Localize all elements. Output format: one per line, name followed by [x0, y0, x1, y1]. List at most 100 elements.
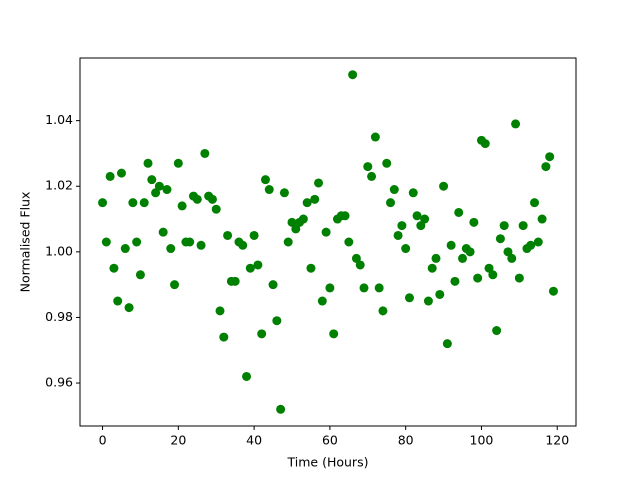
scatter-point — [382, 158, 392, 168]
scatter-point — [207, 194, 217, 204]
scatter-point — [317, 296, 327, 306]
scatter-point — [173, 158, 183, 168]
scatter-point — [272, 316, 282, 326]
scatter-point — [162, 185, 172, 195]
scatter-point — [101, 237, 111, 247]
scatter-point — [499, 221, 509, 231]
scatter-point — [389, 185, 399, 195]
scatter-point — [329, 329, 339, 339]
scatter-point — [257, 329, 267, 339]
scatter-point — [177, 201, 187, 211]
scatter-point — [439, 181, 449, 191]
scatter-point — [158, 227, 168, 237]
scatter-point — [427, 263, 437, 273]
scatter-point — [412, 211, 422, 221]
scatter-point — [113, 296, 123, 306]
scatter-point — [548, 286, 558, 296]
scatter-point — [120, 244, 130, 254]
scatter-point — [98, 198, 108, 208]
scatter-point — [503, 247, 513, 257]
scatter-point — [242, 371, 252, 381]
scatter-point — [446, 240, 456, 250]
scatter-point — [507, 253, 517, 263]
plot-frame — [79, 57, 577, 427]
scatter-point — [431, 253, 441, 263]
scatter-point — [166, 244, 176, 254]
scatter-point — [465, 247, 475, 257]
scatter-point — [537, 214, 547, 224]
x-tick-label: 0 — [99, 433, 107, 448]
scatter-point — [495, 234, 505, 244]
scatter-point — [276, 404, 286, 414]
scatter-point — [404, 293, 414, 303]
scatter-point — [469, 217, 479, 227]
scatter-point — [492, 326, 502, 336]
scatter-point — [473, 273, 483, 283]
x-tick-label: 20 — [170, 433, 186, 448]
scatter-point — [238, 240, 248, 250]
scatter-point — [109, 263, 119, 273]
scatter-point — [530, 198, 540, 208]
scatter-point — [306, 263, 316, 273]
scatter-point — [268, 280, 278, 290]
scatter-point — [124, 303, 134, 313]
scatter-point — [518, 221, 528, 231]
scatter-point — [116, 168, 126, 178]
scatter-point — [310, 194, 320, 204]
scatter-point — [545, 152, 555, 162]
scatter-point — [215, 306, 225, 316]
scatter-point — [105, 171, 115, 181]
y-tick-label: 1.00 — [45, 243, 73, 258]
scatter-point — [264, 185, 274, 195]
scatter-point — [302, 198, 312, 208]
scatter-point — [359, 283, 369, 293]
scatter-point — [151, 188, 161, 198]
y-axis-label: Normalised Flux — [18, 192, 33, 293]
scatter-point — [393, 230, 403, 240]
scatter-point — [408, 188, 418, 198]
scatter-point — [211, 204, 221, 214]
scatter-point — [378, 306, 388, 316]
scatter-point — [132, 237, 142, 247]
scatter-point — [245, 263, 255, 273]
scatter-point — [279, 188, 289, 198]
scatter-point — [253, 260, 263, 270]
scatter-point — [454, 207, 464, 217]
scatter-point — [374, 283, 384, 293]
scatter-point — [340, 211, 350, 221]
scatter-point — [351, 253, 361, 263]
scatter-point — [196, 240, 206, 250]
scatter-point — [541, 162, 551, 172]
scatter-point — [450, 276, 460, 286]
scatter-point — [192, 194, 202, 204]
scatter-point — [435, 289, 445, 299]
scatter-point — [348, 70, 358, 80]
scatter-point — [488, 270, 498, 280]
scatter-point — [423, 296, 433, 306]
scatter-point — [514, 273, 524, 283]
x-tick-label: 60 — [322, 433, 338, 448]
scatter-point — [147, 175, 157, 185]
scatter-point — [526, 240, 536, 250]
scatter-point — [442, 339, 452, 349]
scatter-point — [200, 148, 210, 158]
scatter-point — [397, 221, 407, 231]
scatter-point — [219, 332, 229, 342]
y-tick-label: 1.02 — [45, 178, 73, 193]
scatter-point — [355, 260, 365, 270]
x-axis-label: Time (Hours) — [287, 455, 369, 470]
scatter-point — [154, 181, 164, 191]
scatter-point — [401, 244, 411, 254]
y-tick-label: 0.96 — [45, 375, 73, 390]
x-tick-label: 80 — [398, 433, 414, 448]
x-tick-label: 100 — [470, 433, 494, 448]
scatter-point — [420, 214, 430, 224]
scatter-point — [325, 283, 335, 293]
scatter-point — [185, 237, 195, 247]
scatter-point — [533, 237, 543, 247]
y-tick-label: 0.98 — [45, 309, 73, 324]
scatter-point — [128, 198, 138, 208]
scatter-point — [170, 280, 180, 290]
